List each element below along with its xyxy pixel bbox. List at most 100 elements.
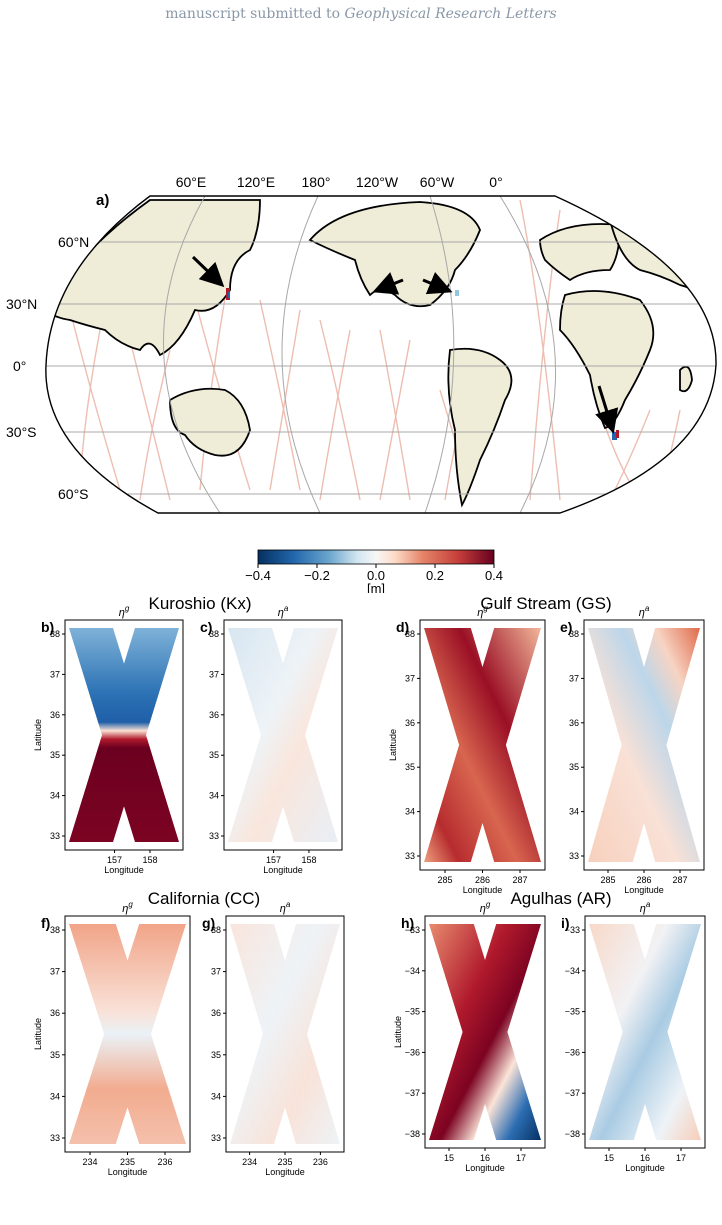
x-axis-label: Longitude xyxy=(263,865,303,875)
y-tick-label: 34 xyxy=(50,791,60,801)
y-axis-label: Latitude xyxy=(33,719,43,751)
x-tick-label: 16 xyxy=(640,1153,650,1163)
y-tick-label: 37 xyxy=(405,673,415,683)
left-lat-labels: 60°N 30°N 0° 30°S 60°S xyxy=(6,234,89,502)
journal-name: Geophysical Research Letters xyxy=(344,6,557,22)
x-tick-label: 286 xyxy=(636,875,651,885)
x-tick-label: 158 xyxy=(142,855,157,865)
x-tick-label: 15 xyxy=(604,1153,614,1163)
panel-subtitle: ηg xyxy=(477,604,488,619)
y-tick-label: 34 xyxy=(405,807,415,817)
x-tick-label: 157 xyxy=(107,855,122,865)
panel-frame xyxy=(223,619,343,851)
panel-frame xyxy=(64,619,184,851)
y-tick-label: 36 xyxy=(209,710,219,720)
colorbar-tick: 0.4 xyxy=(485,568,503,583)
arrow-kuroshio xyxy=(191,255,225,288)
region-title-agulhas: Agulhas (AR) xyxy=(510,889,611,908)
lat-label: 30°S xyxy=(6,424,37,440)
lon-label: 120°E xyxy=(237,174,275,190)
region-title-gulf-stream: Gulf Stream (GS) xyxy=(480,594,611,613)
lon-label: 60°E xyxy=(176,174,207,190)
x-tick-label: 287 xyxy=(512,875,527,885)
y-tick-label: −37 xyxy=(565,1088,580,1098)
lon-label: 120°W xyxy=(356,174,399,190)
panel-label: g) xyxy=(202,915,215,931)
panel-california-eta-g: ηg f) 38 37 36 35 34 33 234 235 236 Longitude Latitu… xyxy=(33,900,191,1177)
globe-outline xyxy=(45,195,717,514)
y-axis-label: Latitude xyxy=(388,729,398,761)
panel-gulf-stream-eta-a: ηa e)38 37 36 35 34 33 285 286 287 Longitude xyxy=(560,604,705,895)
x-axis-label: Longitude xyxy=(465,1163,505,1173)
colorbar-ticks: −0.4 −0.2 0.0 0.2 0.4 xyxy=(245,564,503,583)
y-tick-label: −34 xyxy=(405,966,420,976)
lon-label: 60°W xyxy=(420,174,455,190)
panel-subtitle: ηg xyxy=(480,900,491,915)
panel-label: b) xyxy=(41,619,54,635)
panel-label: f) xyxy=(41,915,50,931)
y-tick-label: −36 xyxy=(565,1047,580,1057)
panel-agulhas-eta-a: ηa i)−33 −34 −35 −36 −37 −38 15 16 17 Longitude xyxy=(561,900,706,1173)
y-tick-label: −38 xyxy=(405,1129,420,1139)
region-title-kuroshio: Kuroshio (Kx) xyxy=(149,594,252,613)
panel-california-eta-a: ηa g)38 37 36 35 34 33 234 235 236 Longitude xyxy=(202,900,345,1177)
y-tick-label: 35 xyxy=(405,762,415,772)
ssh-anomaly-spots xyxy=(226,288,619,440)
x-axis-label: Longitude xyxy=(624,885,664,895)
y-tick-label: 37 xyxy=(211,967,221,977)
y-tick-label: −33 xyxy=(405,925,420,935)
x-tick-label: 285 xyxy=(600,875,615,885)
colorbar-tick: 0.2 xyxy=(426,568,444,583)
panel-label: e) xyxy=(560,619,572,635)
y-tick-label: 35 xyxy=(50,1050,60,1060)
y-tick-label: 37 xyxy=(209,669,219,679)
region-title-california: California (CC) xyxy=(148,889,260,908)
y-tick-label: 34 xyxy=(211,1091,221,1101)
x-tick-label: 157 xyxy=(266,855,281,865)
y-tick-label: −35 xyxy=(565,1007,580,1017)
y-tick-label: 38 xyxy=(211,925,221,935)
region-arrows xyxy=(191,255,619,434)
y-tick-label: 38 xyxy=(209,629,219,639)
x-axis-label: Longitude xyxy=(108,1167,148,1177)
colorbar: −0.4 −0.2 0.0 0.2 0.4 [m] xyxy=(245,549,503,593)
y-tick-label: −37 xyxy=(405,1088,420,1098)
y-tick-label: 33 xyxy=(569,851,579,861)
y-tick-label: 38 xyxy=(405,629,415,639)
arrow-agulhas xyxy=(595,385,619,434)
x-axis-label: Longitude xyxy=(625,1163,665,1173)
y-tick-label: 35 xyxy=(211,1050,221,1060)
y-axis-label: Latitude xyxy=(33,1018,43,1050)
x-axis-label: Longitude xyxy=(265,1167,305,1177)
lat-label: 60°S xyxy=(58,486,89,502)
panel-subtitle: ηg xyxy=(122,900,133,915)
panel-subtitle: ηa xyxy=(280,900,291,915)
y-tick-label: 35 xyxy=(569,762,579,772)
lat-label: 60°N xyxy=(58,234,89,250)
y-tick-label: 35 xyxy=(209,750,219,760)
y-tick-label: 37 xyxy=(50,669,60,679)
y-tick-label: 33 xyxy=(50,1133,60,1143)
x-tick-label: 287 xyxy=(672,875,687,885)
map-panel-label: a) xyxy=(96,192,109,209)
regional-panels: Kuroshio (Kx) Gulf Stream (GS) Californi… xyxy=(33,594,706,1177)
x-tick-label: 17 xyxy=(516,1153,526,1163)
y-tick-label: −34 xyxy=(565,966,580,976)
x-axis-label: Longitude xyxy=(463,885,503,895)
arrow-gulf-stream xyxy=(422,272,453,295)
x-tick-label: 235 xyxy=(277,1157,292,1167)
y-tick-label: 33 xyxy=(209,831,219,841)
x-tick-label: 236 xyxy=(157,1157,172,1167)
y-tick-label: 36 xyxy=(211,1008,221,1018)
y-tick-label: 38 xyxy=(569,629,579,639)
y-tick-label: −33 xyxy=(565,925,580,935)
y-tick-label: 35 xyxy=(50,750,60,760)
top-lon-labels: 60°E 120°E 180° 120°W 60°W 0° xyxy=(176,174,503,190)
panel-label: i) xyxy=(561,915,570,931)
colorbar-unit: [m] xyxy=(367,581,385,593)
x-tick-label: 285 xyxy=(437,875,452,885)
y-tick-label: 33 xyxy=(211,1133,221,1143)
header-prefix: manuscript submitted to xyxy=(165,6,345,22)
panel-subtitle: ηa xyxy=(278,604,289,619)
